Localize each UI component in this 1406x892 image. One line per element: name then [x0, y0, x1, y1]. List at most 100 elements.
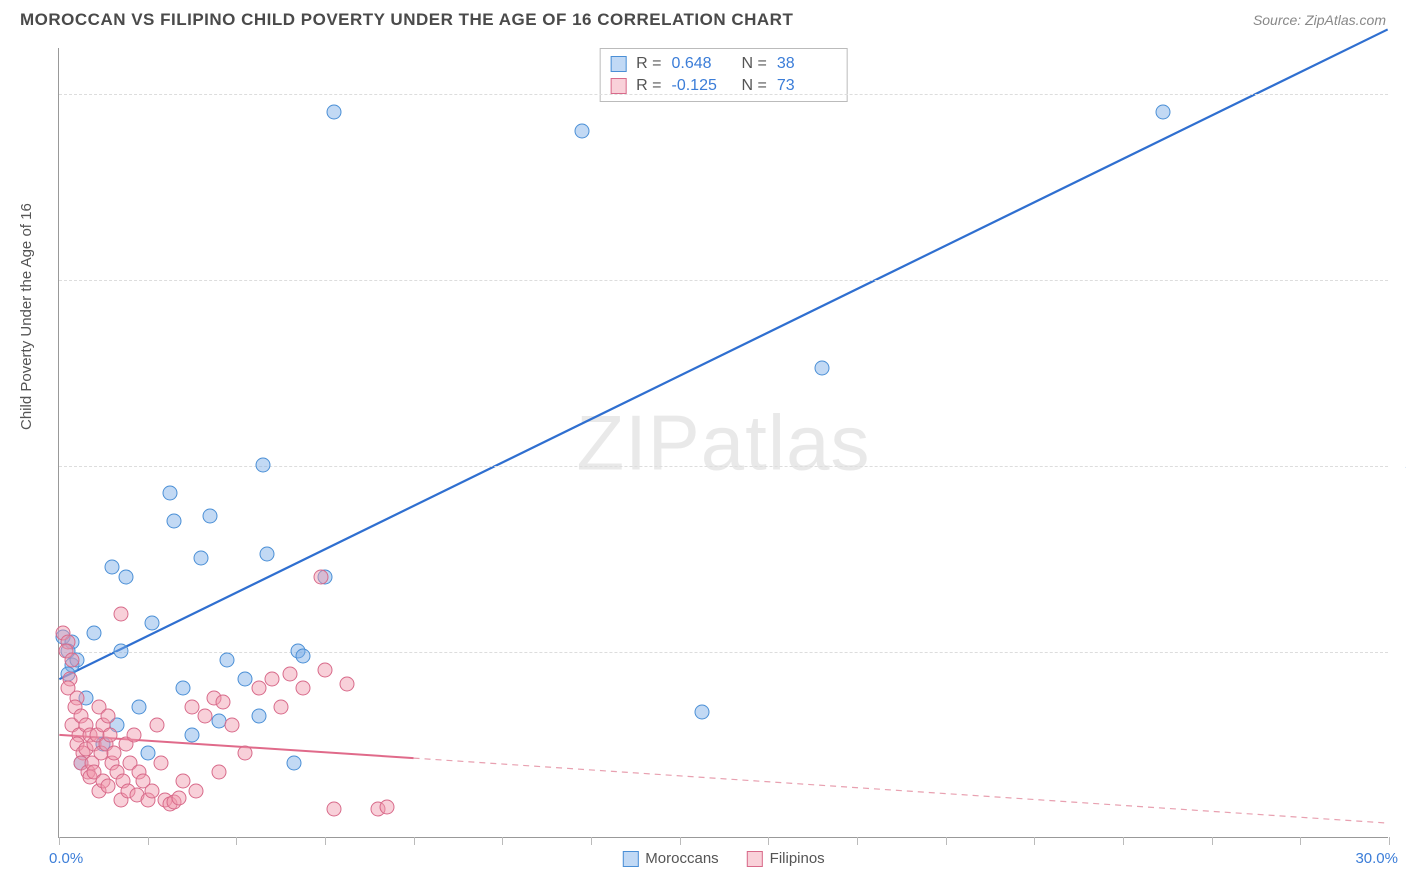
scatter-point-filipino — [318, 662, 333, 677]
scatter-point-moroccan — [220, 653, 235, 668]
scatter-point-filipino — [100, 778, 115, 793]
scatter-point-moroccan — [140, 746, 155, 761]
scatter-point-filipino — [295, 681, 310, 696]
scatter-point-filipino — [238, 746, 253, 761]
scatter-point-filipino — [149, 718, 164, 733]
x-tick-mark — [857, 837, 858, 845]
scatter-point-moroccan — [162, 486, 177, 501]
r-label: R = — [636, 55, 661, 73]
scatter-point-moroccan — [131, 699, 146, 714]
scatter-point-filipino — [145, 783, 160, 798]
r-value-moroccans: 0.648 — [672, 55, 732, 73]
scatter-point-filipino — [100, 709, 115, 724]
scatter-point-moroccan — [118, 569, 133, 584]
y-tick-label: 80.0% — [1393, 86, 1406, 103]
n-value-filipinos: 73 — [777, 77, 837, 95]
x-tick-mark — [414, 837, 415, 845]
gridline-h — [59, 280, 1388, 281]
scatter-point-filipino — [127, 727, 142, 742]
scatter-point-filipino — [102, 727, 117, 742]
scatter-point-moroccan — [255, 458, 270, 473]
scatter-point-moroccan — [575, 123, 590, 138]
swatch-pink-icon — [610, 78, 626, 94]
scatter-point-filipino — [216, 695, 231, 710]
y-tick-label: 40.0% — [1393, 458, 1406, 475]
scatter-point-filipino — [171, 790, 186, 805]
scatter-point-filipino — [153, 755, 168, 770]
swatch-pink-icon — [747, 851, 763, 867]
scatter-point-filipino — [380, 800, 395, 815]
scatter-point-filipino — [282, 667, 297, 682]
stats-row-moroccans: R = 0.648 N = 38 — [610, 53, 837, 75]
x-tick-mark — [680, 837, 681, 845]
scatter-point-moroccan — [193, 551, 208, 566]
scatter-point-filipino — [224, 718, 239, 733]
scatter-point-moroccan — [167, 514, 182, 529]
swatch-blue-icon — [622, 851, 638, 867]
r-label: R = — [636, 77, 661, 95]
n-label: N = — [742, 77, 767, 95]
chart-header: MOROCCAN VS FILIPINO CHILD POVERTY UNDER… — [0, 0, 1406, 38]
scatter-point-moroccan — [1155, 105, 1170, 120]
x-tick-mark — [1212, 837, 1213, 845]
swatch-blue-icon — [610, 56, 626, 72]
legend-label-moroccans: Moroccans — [645, 850, 718, 867]
x-tick-max: 30.0% — [1355, 850, 1398, 867]
chart-title: MOROCCAN VS FILIPINO CHILD POVERTY UNDER… — [20, 10, 793, 30]
legend-label-filipinos: Filipinos — [770, 850, 825, 867]
scatter-point-moroccan — [694, 704, 709, 719]
n-label: N = — [742, 55, 767, 73]
scatter-point-moroccan — [238, 672, 253, 687]
y-tick-label: 20.0% — [1393, 644, 1406, 661]
legend-item-filipinos: Filipinos — [747, 850, 825, 867]
x-tick-mark — [768, 837, 769, 845]
x-tick-mark — [1034, 837, 1035, 845]
scatter-point-moroccan — [202, 509, 217, 524]
scatter-point-moroccan — [286, 755, 301, 770]
y-tick-label: 60.0% — [1393, 272, 1406, 289]
x-tick-mark — [325, 837, 326, 845]
scatter-point-filipino — [65, 653, 80, 668]
scatter-point-moroccan — [114, 644, 129, 659]
scatter-point-moroccan — [87, 625, 102, 640]
n-value-moroccans: 38 — [777, 55, 837, 73]
x-tick-mark — [148, 837, 149, 845]
scatter-point-filipino — [313, 569, 328, 584]
y-axis-label: Child Poverty Under the Age of 16 — [18, 203, 35, 430]
x-tick-mark — [946, 837, 947, 845]
scatter-point-moroccan — [145, 616, 160, 631]
x-tick-mark — [591, 837, 592, 845]
scatter-point-filipino — [198, 709, 213, 724]
x-tick-mark — [236, 837, 237, 845]
scatter-point-moroccan — [105, 560, 120, 575]
x-tick-mark — [1123, 837, 1124, 845]
scatter-point-moroccan — [176, 681, 191, 696]
scatter-point-moroccan — [814, 360, 829, 375]
gridline-h — [59, 94, 1388, 95]
scatter-point-moroccan — [260, 546, 275, 561]
scatter-point-filipino — [264, 672, 279, 687]
source-label: Source: ZipAtlas.com — [1253, 12, 1386, 28]
scatter-point-filipino — [251, 681, 266, 696]
scatter-point-filipino — [326, 802, 341, 817]
watermark: ZIPatlas — [576, 397, 870, 488]
gridline-h — [59, 652, 1388, 653]
scatter-point-filipino — [211, 764, 226, 779]
x-tick-mark — [1300, 837, 1301, 845]
scatter-point-moroccan — [251, 709, 266, 724]
scatter-point-filipino — [340, 676, 355, 691]
legend: Moroccans Filipinos — [622, 850, 824, 867]
x-tick-mark — [502, 837, 503, 845]
scatter-point-moroccan — [185, 727, 200, 742]
scatter-point-filipino — [114, 606, 129, 621]
scatter-point-filipino — [273, 699, 288, 714]
scatter-point-filipino — [185, 699, 200, 714]
scatter-point-moroccan — [295, 648, 310, 663]
scatter-point-moroccan — [326, 105, 341, 120]
scatter-point-filipino — [189, 783, 204, 798]
scatter-point-filipino — [176, 774, 191, 789]
chart-plot-area: ZIPatlas R = 0.648 N = 38 R = -0.125 N =… — [58, 48, 1388, 838]
x-tick-mark — [59, 837, 60, 845]
x-tick-mark — [1389, 837, 1390, 845]
legend-item-moroccans: Moroccans — [622, 850, 718, 867]
